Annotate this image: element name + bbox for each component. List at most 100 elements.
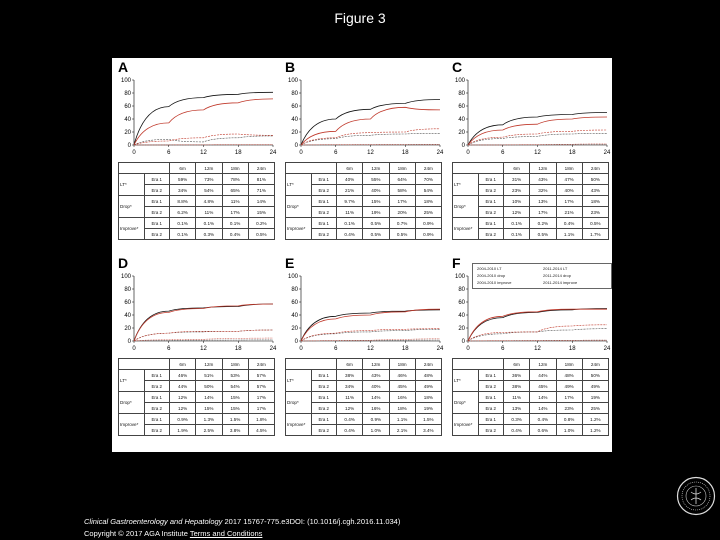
series-line-improve-era-2 [300, 144, 441, 146]
series-line-lt-era-1 [133, 303, 274, 342]
x-tick-label: 24 [604, 346, 611, 352]
table-header-row: 6m 12m 18m 24m [285, 358, 443, 370]
era-label: Era 2 [143, 402, 170, 414]
era-label: Era 1 [143, 369, 170, 381]
table-cell: 14% [362, 391, 390, 403]
column-header: 18m [221, 162, 249, 174]
table-cell: 0.1% [195, 217, 223, 229]
y-tick-label: 60 [291, 104, 298, 110]
row-group-label: Improve* [118, 413, 145, 436]
table-cell: 8.8% [168, 195, 197, 207]
table-cell: 15% [221, 402, 249, 414]
era-label: Era 2 [310, 380, 337, 392]
table-corner [285, 162, 337, 174]
copyright-text: Copyright © 2017 AGA Institute [84, 529, 190, 538]
table-cell: 78% [221, 173, 249, 185]
legend-item: 2004-2010 LT [477, 266, 502, 271]
x-tick-label: 18 [402, 150, 409, 156]
y-tick-label: 80 [458, 91, 465, 97]
legend-item: 2004-2010 drop [477, 273, 506, 278]
table-cell: 18% [414, 391, 443, 403]
table-cell: 0.9% [168, 413, 197, 425]
table-cell: 40% [362, 380, 390, 392]
table-cell: 6.2% [168, 206, 197, 218]
row-group-label: LT* [118, 173, 145, 196]
table-cell: 40% [362, 184, 390, 196]
table-cell: 0.4% [529, 413, 557, 425]
table-cell: 2.1% [388, 424, 416, 436]
chart-panel-c: C 100 80 60 40 20 00 6 12 18 24 [452, 60, 611, 156]
panel-b: B 100 80 60 40 20 0 0 6 12 18 24 6m 12m 18m 24m LT* Era 1… [283, 60, 445, 256]
table-cell: 3.4% [414, 424, 443, 436]
panel-e: E 100 80 60 40 20 0 0 6 12 18 24 6m 12m 18m 24m LT* Era 1… [283, 256, 445, 452]
table-cell: 38% [335, 369, 364, 381]
table-cell: 0.4% [335, 424, 364, 436]
y-tick-label: 20 [124, 130, 131, 136]
table-cell: 18% [414, 195, 443, 207]
y-tick-label: 100 [121, 274, 132, 280]
series-line-lt-era-1 [467, 308, 608, 342]
era-label: Era 2 [310, 424, 337, 436]
journal-name: Clinical Gastroenterology and Hepatology [84, 517, 223, 526]
chart-panel-b: B 100 80 60 40 20 00 6 12 18 24 [285, 60, 444, 156]
table-cell: 47% [555, 173, 583, 185]
era-label: Era 2 [310, 228, 337, 240]
y-tick-label: 80 [458, 287, 465, 293]
results-table: 6m 12m 18m 24m LT* Era 1 31% 43% 47% 50% Era 2 23% 3… [452, 162, 610, 240]
y-tick-label: 20 [458, 130, 465, 136]
y-tick-label: 80 [291, 287, 298, 293]
x-tick-label: 12 [200, 346, 207, 352]
row-group-label: Improve* [452, 217, 479, 240]
y-tick-label: 100 [455, 274, 466, 280]
table-cell: 50% [195, 380, 223, 392]
era-label: Era 1 [143, 217, 170, 229]
table-cell: 23% [581, 206, 610, 218]
society-seal-icon [676, 476, 716, 516]
table-corner [452, 358, 504, 370]
x-tick-label: 0 [132, 150, 136, 156]
table-row: Drop* Era 1 12% 14% 15% 17% [118, 391, 276, 414]
table-cell: 0.5% [529, 228, 557, 240]
row-group-label: Drop* [285, 195, 312, 218]
x-tick-label: 0 [299, 150, 303, 156]
table-row: Drop* Era 1 11% 14% 17% 19% [452, 391, 610, 414]
table-corner [118, 162, 170, 174]
row-group-label: Improve* [452, 413, 479, 436]
y-tick-label: 0 [128, 143, 132, 149]
column-header: 18m [388, 162, 416, 174]
y-tick-label: 100 [288, 78, 299, 84]
series-line-drop-era-1 [300, 329, 441, 342]
citation: Clinical Gastroenterology and Hepatology… [84, 517, 400, 526]
table-cell: 50% [581, 369, 610, 381]
terms-link[interactable]: Terms and Conditions [189, 529, 263, 538]
series-line-improve-era-2 [467, 143, 608, 146]
y-tick-label: 0 [462, 143, 466, 149]
era-label: Era 1 [477, 391, 504, 403]
table-cell: 0.9% [414, 217, 443, 229]
chart-panel-a: A 100 80 60 40 20 00 6 12 18 24 [118, 60, 277, 156]
series-line-lt-era-1 [133, 91, 274, 146]
x-tick-label: 18 [569, 346, 576, 352]
column-header: 12m [195, 358, 223, 370]
table-cell: 19% [362, 206, 390, 218]
results-table: 6m 12m 18m 24m LT* Era 1 59% 73% 78% 81% Era 2 34% 5… [118, 162, 276, 240]
x-tick-label: 24 [270, 346, 277, 352]
table-cell: 70% [414, 173, 443, 185]
table-row: Era 2 0.1% 0.3% 0.4% 0.5% [119, 228, 276, 240]
row-group-label: Improve* [285, 413, 312, 436]
era-label: Era 2 [143, 184, 170, 196]
legend-item: 2011-2014 improve [543, 280, 578, 285]
row-group-label: LT* [285, 369, 312, 392]
series-line-drop-era-2 [133, 329, 274, 342]
legend: 2004-2010 LT 2011-2014 LT 2004-2010 drop… [472, 263, 612, 289]
column-header: 24m [581, 358, 610, 370]
series-line-drop-era-2 [467, 129, 608, 146]
table-cell: 49% [555, 380, 583, 392]
table-cell: 0.4% [335, 413, 364, 425]
table-row: Era 2 0.4% 0.6% 1.0% 1.2% [453, 424, 610, 436]
x-tick-label: 18 [235, 150, 242, 156]
table-cell: 50% [581, 173, 610, 185]
table-cell: 11% [221, 195, 249, 207]
table-cell: 17% [221, 206, 249, 218]
chart-panel-d: D 100 80 60 40 20 00 6 12 18 24 [118, 256, 277, 352]
